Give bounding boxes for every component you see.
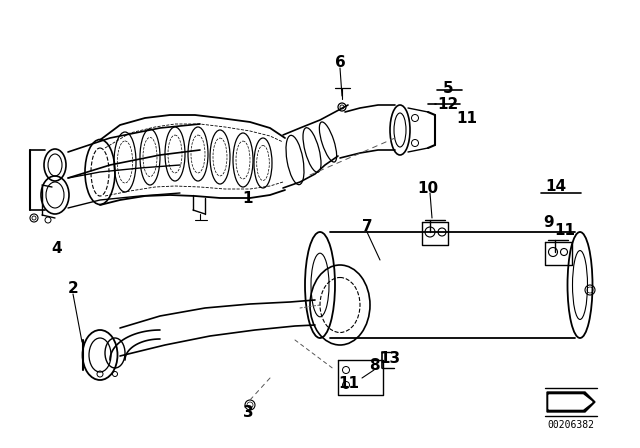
Text: 1: 1	[243, 190, 253, 206]
Text: 11: 11	[456, 111, 477, 125]
Text: 3: 3	[243, 405, 253, 419]
Text: 5: 5	[443, 81, 453, 95]
Text: 6: 6	[335, 55, 346, 69]
Text: 2: 2	[68, 280, 78, 296]
Text: 00206382: 00206382	[547, 420, 595, 430]
Text: 13: 13	[380, 350, 401, 366]
Text: 10: 10	[417, 181, 438, 195]
Text: 4: 4	[52, 241, 62, 255]
Text: 9: 9	[544, 215, 554, 229]
Text: 8: 8	[369, 358, 380, 372]
Polygon shape	[549, 395, 592, 409]
Text: 14: 14	[545, 178, 566, 194]
Text: 7: 7	[362, 219, 372, 233]
Text: 11: 11	[339, 375, 360, 391]
Text: 11: 11	[554, 223, 575, 237]
Polygon shape	[547, 392, 595, 412]
Text: 12: 12	[437, 96, 459, 112]
